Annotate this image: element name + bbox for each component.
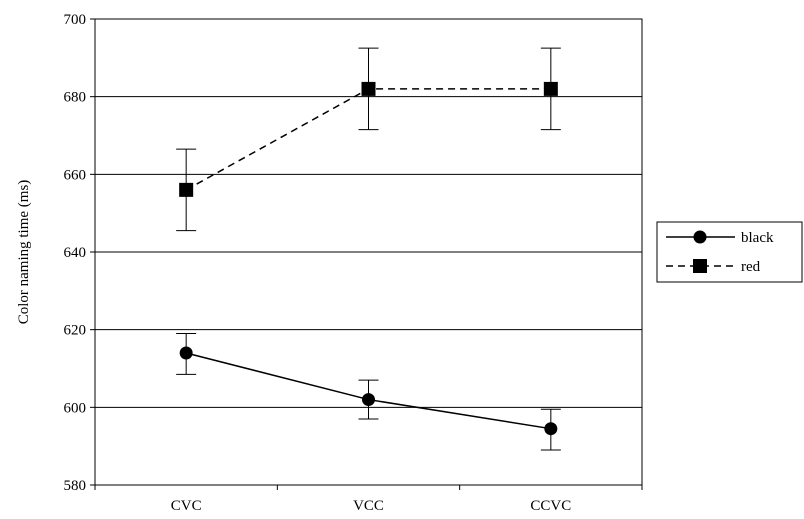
legend-item-red: red [666,259,761,275]
y-axis-label: Color naming time (ms) [16,180,32,325]
legend-marker [693,259,707,273]
data-point-black [179,346,193,360]
data-point-red [179,182,194,197]
y-tick-label: 680 [64,90,87,106]
data-point-black [544,422,558,436]
legend-box [656,221,803,283]
x-axis: CVC VCC CCVC [94,485,643,514]
y-tick-label: 620 [64,323,87,339]
grid-lines [95,96,642,408]
data-point-red [361,81,376,96]
legend-label: black [741,230,774,246]
y-tick-label: 640 [64,245,87,261]
x-tick-label: VCC [353,498,384,514]
legend: black red [656,221,803,283]
legend-marker [693,230,707,244]
y-tick-label: 700 [64,12,87,28]
series-group [176,47,561,451]
series-red [176,47,561,232]
y-axis: 580 600 620 640 660 680 700 [64,12,95,494]
x-tick-label: CVC [171,498,202,514]
y-tick-label: 600 [64,400,87,416]
y-tick-label: 660 [64,167,87,183]
data-point-black [362,393,375,407]
x-tick-label: CCVC [530,498,571,514]
legend-label: red [741,259,761,275]
legend-item-black: black [666,230,774,246]
series-black [176,333,561,451]
data-point-red [543,81,558,96]
y-tick-label: 580 [64,478,87,494]
